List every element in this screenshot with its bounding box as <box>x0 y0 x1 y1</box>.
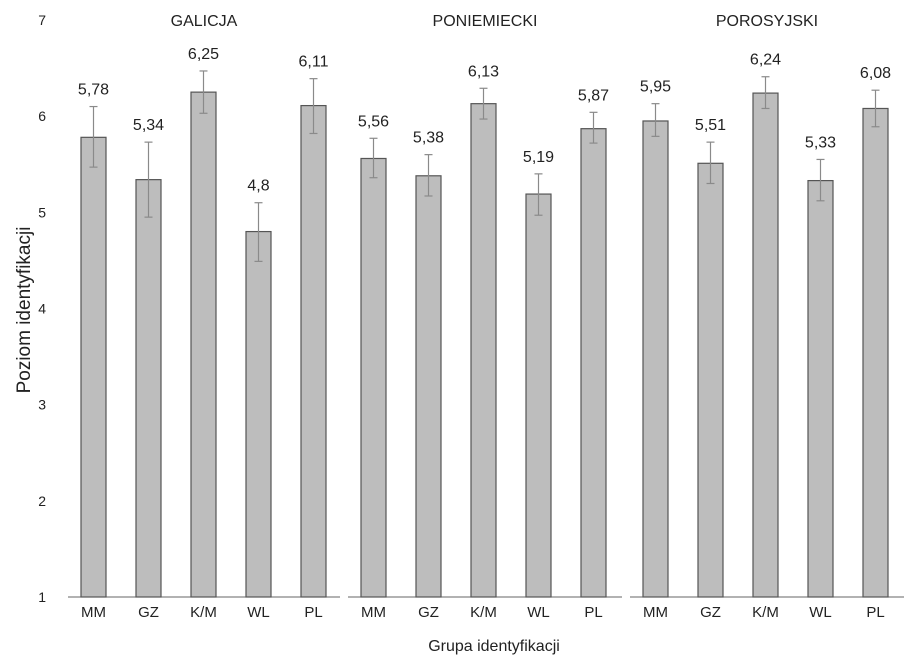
bar-pl <box>580 128 607 598</box>
data-label: 5,78 <box>78 82 109 99</box>
bar-gz <box>135 179 162 598</box>
data-label: 5,19 <box>523 149 554 166</box>
bar-pl <box>300 104 327 598</box>
y-axis-label: Poziom identyfikacji <box>14 227 35 394</box>
y-tick-label: 4 <box>38 301 46 317</box>
y-tick-label: 5 <box>38 204 46 220</box>
x-tick-label: K/M <box>470 604 497 621</box>
x-tick-label: MM <box>643 604 668 621</box>
panel-poniemiecki: PONIEMIECKI 5,56 MM 5,38 GZ 6,13 K/M 5,19 WL 5,87… <box>348 13 622 621</box>
x-tick-label: K/M <box>190 604 217 621</box>
data-label: 6,24 <box>750 52 781 69</box>
y-axis-ticks: 1 2 3 4 5 6 7 <box>38 12 46 605</box>
panel-porosyjski: POROSYJSKI 5,95 MM 5,51 GZ 6,24 K/M 5,33 WL 6,08 P… <box>630 13 904 621</box>
x-tick-label: GZ <box>418 604 439 621</box>
data-label: 5,33 <box>805 134 836 151</box>
data-label: 4,8 <box>247 178 269 195</box>
x-tick-label: MM <box>361 604 386 621</box>
data-label: 5,95 <box>640 79 671 96</box>
y-tick-label: 6 <box>38 108 46 124</box>
data-label: 5,38 <box>413 130 444 147</box>
panel-title: GALICJA <box>171 13 238 30</box>
data-label: 5,51 <box>695 117 726 134</box>
x-tick-label: PL <box>866 604 884 621</box>
x-tick-label: GZ <box>138 604 159 621</box>
data-label: 6,11 <box>299 54 329 71</box>
bar-pl <box>862 107 889 598</box>
data-label: 6,25 <box>188 46 219 63</box>
y-tick-label: 2 <box>38 493 46 509</box>
panel-galicja: GALICJA 5,78 MM 5,34 GZ 6,25 K/M 4,8 WL 6,11 PL <box>68 13 340 621</box>
x-tick-label: WL <box>247 604 270 621</box>
data-label: 5,34 <box>133 117 164 134</box>
x-tick-label: GZ <box>700 604 721 621</box>
panel-title: PONIEMIECKI <box>433 13 538 30</box>
data-label: 5,56 <box>358 113 389 130</box>
y-tick-label: 3 <box>38 397 46 413</box>
x-tick-label: MM <box>81 604 106 621</box>
bar-gz <box>415 175 442 598</box>
panel-title: POROSYJSKI <box>716 13 818 30</box>
chart-panels: GALICJA5,78MM5,34GZ6,25K/M4,8WL6,11PLPON… <box>68 13 904 621</box>
x-axis-label: Grupa identyfikacji <box>428 638 560 655</box>
x-tick-label: PL <box>304 604 322 621</box>
x-tick-label: K/M <box>752 604 779 621</box>
data-label: 6,13 <box>468 63 499 80</box>
x-tick-label: WL <box>527 604 550 621</box>
bar-mm <box>80 136 107 598</box>
bar-wl <box>525 193 552 598</box>
data-label: 6,08 <box>860 65 891 82</box>
x-tick-label: PL <box>584 604 602 621</box>
bar-mm <box>360 157 387 598</box>
bar-mm <box>642 120 669 598</box>
y-tick-label: 1 <box>38 589 46 605</box>
data-label: 5,87 <box>578 87 609 104</box>
bar-k-m <box>752 92 779 598</box>
bar-wl <box>245 230 272 598</box>
bar-k-m <box>470 103 497 598</box>
x-tick-label: WL <box>809 604 832 621</box>
bar-wl <box>807 179 834 598</box>
bar-gz <box>697 162 724 598</box>
y-tick-label: 7 <box>38 12 46 28</box>
bar-k-m <box>190 91 217 598</box>
